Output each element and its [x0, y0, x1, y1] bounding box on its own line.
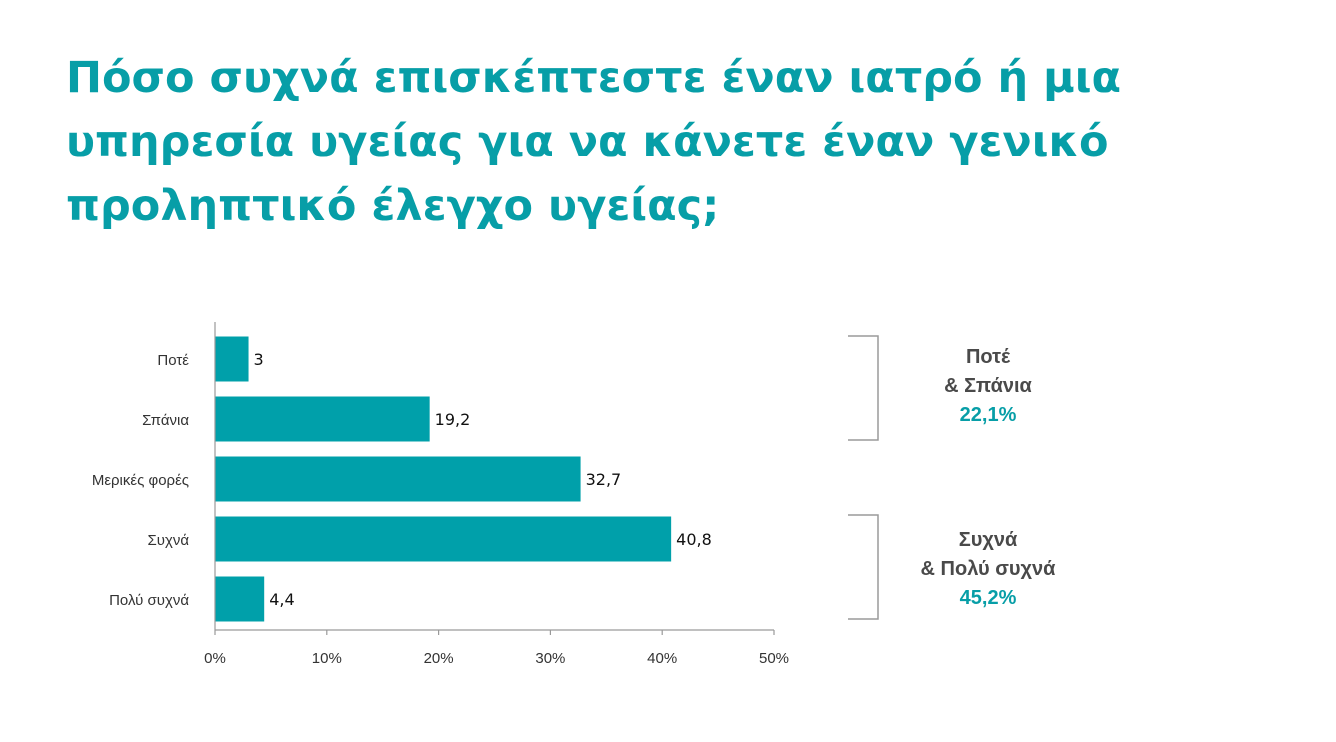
- value-label: 3: [254, 350, 264, 369]
- category-label: Πολύ συχνά: [109, 592, 189, 609]
- bar-4: [215, 576, 265, 622]
- x-tick-label: 10%: [312, 650, 342, 667]
- x-tick-label: 20%: [424, 650, 454, 667]
- group-label-never-rarely: Ποτέ & Σπάνια 22,1%: [898, 343, 1078, 430]
- value-label: 4,4: [269, 590, 294, 609]
- x-tick-label: 40%: [647, 650, 677, 667]
- group-label-often-very-often: Συχνά & Πολύ συχνά 45,2%: [898, 526, 1078, 613]
- bar-2: [215, 456, 581, 502]
- value-label: 32,7: [586, 470, 622, 489]
- chart-title: Πόσο συχνά επισκέπτεστε έναν ιατρό ή μια…: [66, 53, 1122, 231]
- x-tick-label: 50%: [759, 650, 789, 667]
- x-tick-label: 0%: [204, 650, 226, 667]
- category-label: Σπάνια: [142, 412, 189, 429]
- group-label-line2: & Σπάνια: [944, 375, 1032, 397]
- bar-1: [215, 396, 430, 442]
- bar-3: [215, 516, 672, 562]
- bar-0: [215, 336, 249, 382]
- bracket-often-very-often: [848, 514, 879, 620]
- group-value: 22,1%: [959, 404, 1017, 426]
- bracket-never-rarely: [848, 335, 879, 441]
- group-value: 45,2%: [959, 587, 1017, 609]
- category-label: Συχνά: [147, 532, 189, 549]
- category-label: Ποτέ: [157, 352, 189, 369]
- value-label: 40,8: [676, 530, 712, 549]
- group-label-line2: & Πολύ συχνά: [920, 558, 1056, 580]
- value-label: 19,2: [435, 410, 471, 429]
- category-label: Μερικές φορές: [92, 472, 189, 489]
- x-tick-label: 30%: [535, 650, 565, 667]
- group-label-line1: Ποτέ: [965, 346, 1011, 368]
- group-label-line1: Συχνά: [958, 529, 1018, 551]
